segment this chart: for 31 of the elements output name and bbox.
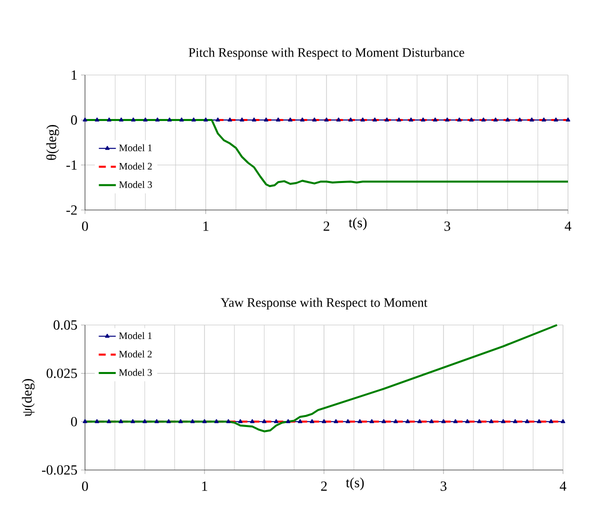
y-tick-label: 0.05 xyxy=(54,320,77,330)
chart-title: Pitch Response with Respect to Moment Disturbance xyxy=(188,48,464,60)
x-tick-label: 4 xyxy=(560,481,566,491)
y-tick-label: 0 xyxy=(71,115,77,125)
legend-label: Model 3 xyxy=(119,368,152,376)
x-axis-title: t(s) xyxy=(348,217,367,230)
line-series xyxy=(84,119,570,188)
legend-label: Model 1 xyxy=(119,144,152,152)
x-tick-label: 1 xyxy=(203,221,208,231)
x-tick-label: 4 xyxy=(564,221,572,231)
x-axis-title: t(s) xyxy=(346,477,364,490)
x-tick-label: 3 xyxy=(440,481,446,491)
x-tick-label: 3 xyxy=(444,221,450,231)
y-tick-label: 0 xyxy=(71,416,77,426)
x-tick-label: 2 xyxy=(321,481,327,491)
y-axis-title: θ(deg) xyxy=(46,125,60,160)
legend-label: Model 2 xyxy=(119,162,152,170)
y-tick-label: 0.025 xyxy=(46,368,77,378)
y-tick-label: 1 xyxy=(72,70,77,80)
x-tick-label: 0 xyxy=(82,481,88,491)
legend-label: Model 3 xyxy=(119,180,152,188)
x-tick-label: 2 xyxy=(324,221,330,231)
y-tick-label: -0.025 xyxy=(42,465,77,475)
y-axis-title: ψ(deg) xyxy=(22,379,35,416)
chart-title: Yaw Response with Respect to Moment xyxy=(220,298,428,310)
legend-label: Model 2 xyxy=(119,350,152,358)
x-tick-label: 0 xyxy=(82,221,88,231)
y-tick-label: -2 xyxy=(66,205,77,215)
y-tick-label: -1 xyxy=(66,160,77,170)
x-tick-label: 1 xyxy=(202,481,208,491)
legend-label: Model 1 xyxy=(119,332,152,340)
